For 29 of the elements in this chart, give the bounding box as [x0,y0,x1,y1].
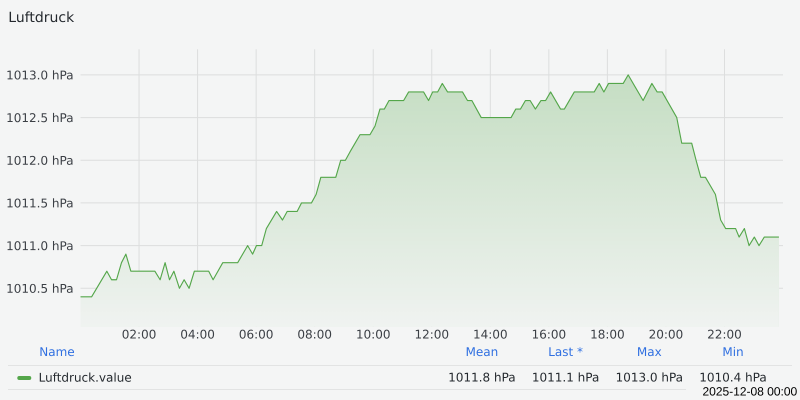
x-tick-label: 04:00 [181,330,214,339]
y-tick-label: 1010.5 hPa [7,284,72,293]
text: Max [638,347,662,356]
text: 1011.1 hPa [533,372,598,382]
x-tick-label: 02:00 [122,330,156,339]
text: 1013.0 hPa [616,372,682,382]
y-tick-label: 1011.0 hPa [7,240,72,250]
x-tick-label: 12:00 [416,330,448,339]
text: Min [724,346,743,356]
x-tick-label: 14:00 [474,330,507,339]
y-tick-label: 1013.0 hPa [7,70,72,80]
text: 1010.4 hPa [700,372,766,382]
y-tick-label: 1012.5 hPa [7,112,72,122]
x-tick-label: 16:00 [532,330,566,339]
y-tick-label: 1011.5 hPa [7,198,72,208]
x-tick-label: 22:00 [708,330,741,339]
x-tick-label: 06:00 [240,330,273,339]
legend-title: Name [40,347,74,356]
x-tick-label: 20:00 [650,330,682,339]
x-tick-label: 18:00 [591,330,624,339]
text: Mean [466,347,498,356]
x-tick-label: 08:00 [298,330,332,339]
chart-title: Luftdruck [10,11,74,22]
text: 1011.8 hPa [449,372,515,382]
text: 2025-12-08 00:00 [703,387,797,396]
y-tick-label: 1012.0 hPa [7,156,72,165]
x-tick-label: 10:00 [357,330,390,339]
legend-label: Luftdruck.value [40,372,132,382]
text: Last * [549,347,583,356]
